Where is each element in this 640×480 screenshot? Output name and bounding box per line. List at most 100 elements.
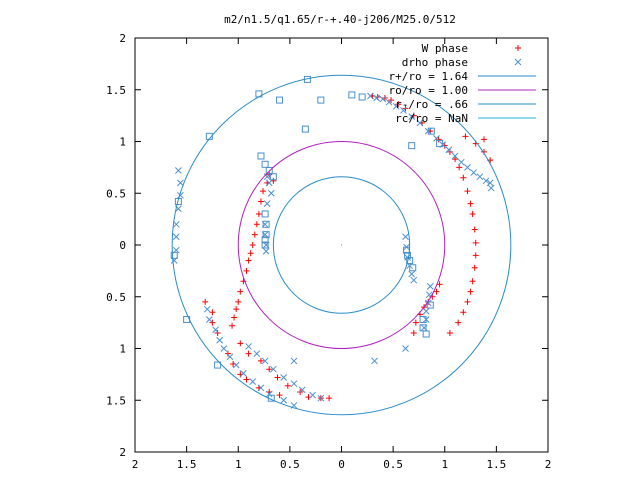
center-point bbox=[340, 244, 343, 246]
cross-point bbox=[203, 305, 211, 313]
plus-point bbox=[410, 112, 417, 119]
square-point bbox=[427, 127, 435, 135]
plus-point bbox=[245, 350, 252, 357]
plus-point bbox=[237, 288, 244, 295]
cross-point bbox=[464, 164, 471, 171]
cross-point bbox=[226, 353, 234, 361]
square-point bbox=[426, 301, 434, 309]
plus-point bbox=[229, 322, 236, 329]
plus-point bbox=[464, 298, 471, 305]
plus-point bbox=[209, 319, 216, 326]
plus-point bbox=[446, 329, 453, 336]
square-point bbox=[419, 324, 427, 332]
y-tick-label: 2 bbox=[119, 446, 126, 459]
plus-point bbox=[214, 329, 221, 336]
cross-point bbox=[445, 146, 453, 154]
plus-point bbox=[253, 221, 260, 228]
cross-point bbox=[265, 179, 273, 187]
plus-point bbox=[233, 306, 240, 313]
cross-point bbox=[172, 220, 180, 228]
y-tick-label: 1 bbox=[119, 343, 126, 356]
cross-point bbox=[280, 374, 288, 381]
cross-point bbox=[257, 384, 265, 392]
axes: 2 1.5 1 0.5 0 0.5 1 1.5 221.510.500.511.52 bbox=[106, 32, 551, 471]
plus-point bbox=[471, 226, 478, 233]
radius-circle-3 bbox=[171, 74, 512, 416]
cross-point bbox=[240, 369, 247, 377]
plus-point bbox=[240, 278, 247, 285]
cross-point bbox=[249, 378, 257, 385]
plus-point bbox=[472, 239, 479, 246]
square-point bbox=[419, 316, 427, 324]
plus-point bbox=[460, 309, 467, 316]
x-tick-label: 0.5 bbox=[280, 458, 300, 471]
x-tick-label: 0.5 bbox=[383, 458, 403, 471]
square-point bbox=[348, 91, 356, 99]
cross-point bbox=[408, 270, 416, 278]
plus-point bbox=[202, 298, 209, 305]
square-point bbox=[422, 330, 430, 338]
cross-point bbox=[476, 173, 484, 181]
cross-point bbox=[470, 169, 478, 176]
cross-point bbox=[290, 357, 298, 365]
plus-point bbox=[224, 350, 231, 357]
cross-point bbox=[385, 98, 393, 106]
data-layer bbox=[170, 74, 512, 416]
plus-point bbox=[471, 264, 478, 271]
plus-point bbox=[255, 210, 262, 217]
cross-point bbox=[371, 357, 378, 365]
radius-circle-4 bbox=[237, 141, 446, 349]
y-tick-label: 1 bbox=[119, 136, 126, 149]
legend-label: rc/ro = NaN bbox=[395, 112, 468, 125]
cross-point bbox=[175, 167, 182, 174]
plus-point bbox=[231, 314, 238, 321]
square-point bbox=[406, 257, 414, 265]
plus-point bbox=[467, 288, 474, 295]
plus-point bbox=[209, 309, 216, 316]
cross-point bbox=[408, 113, 416, 121]
y-tick-label: 0.5 bbox=[106, 187, 126, 200]
plus-point bbox=[257, 357, 264, 364]
cross-point bbox=[212, 326, 219, 334]
square-point bbox=[436, 140, 444, 148]
square-point bbox=[261, 160, 269, 168]
cross-point bbox=[426, 283, 434, 290]
cross-point bbox=[253, 350, 261, 358]
cross-point bbox=[410, 276, 418, 284]
x-tick-label: 2 bbox=[545, 458, 552, 471]
square-point bbox=[317, 96, 325, 104]
plus-point bbox=[467, 200, 474, 207]
square-point bbox=[261, 236, 269, 244]
cross-point bbox=[486, 179, 494, 187]
cross-point bbox=[262, 247, 270, 255]
square-point bbox=[257, 152, 265, 160]
cross-point bbox=[280, 396, 288, 404]
plus-point bbox=[260, 188, 267, 195]
cross-point bbox=[457, 158, 465, 166]
legend-label: r-/ro = .66 bbox=[395, 98, 468, 111]
plus-point bbox=[464, 188, 471, 195]
y-tick-label: 0 bbox=[119, 239, 126, 252]
square-point bbox=[358, 93, 366, 101]
legend-label: r+/ro = 1.64 bbox=[389, 70, 469, 83]
plus-point bbox=[446, 148, 453, 155]
plus-point bbox=[469, 210, 476, 217]
cross-point bbox=[416, 119, 424, 127]
plus-point bbox=[472, 252, 479, 259]
plus-point bbox=[456, 164, 463, 171]
plus-point bbox=[455, 319, 462, 326]
square-point bbox=[262, 231, 270, 239]
x-tick-label: 1 bbox=[441, 458, 448, 471]
plus-point bbox=[480, 136, 487, 143]
cross-point bbox=[263, 200, 271, 207]
cross-point bbox=[270, 365, 277, 373]
cross-point bbox=[267, 189, 275, 197]
cross-point bbox=[216, 336, 224, 344]
cross-point bbox=[220, 345, 228, 352]
plus-point bbox=[452, 156, 459, 163]
square-point bbox=[404, 251, 412, 259]
plus-point bbox=[435, 136, 442, 143]
plus-point bbox=[410, 329, 417, 336]
cross-point bbox=[367, 92, 374, 100]
cross-point bbox=[422, 307, 430, 315]
